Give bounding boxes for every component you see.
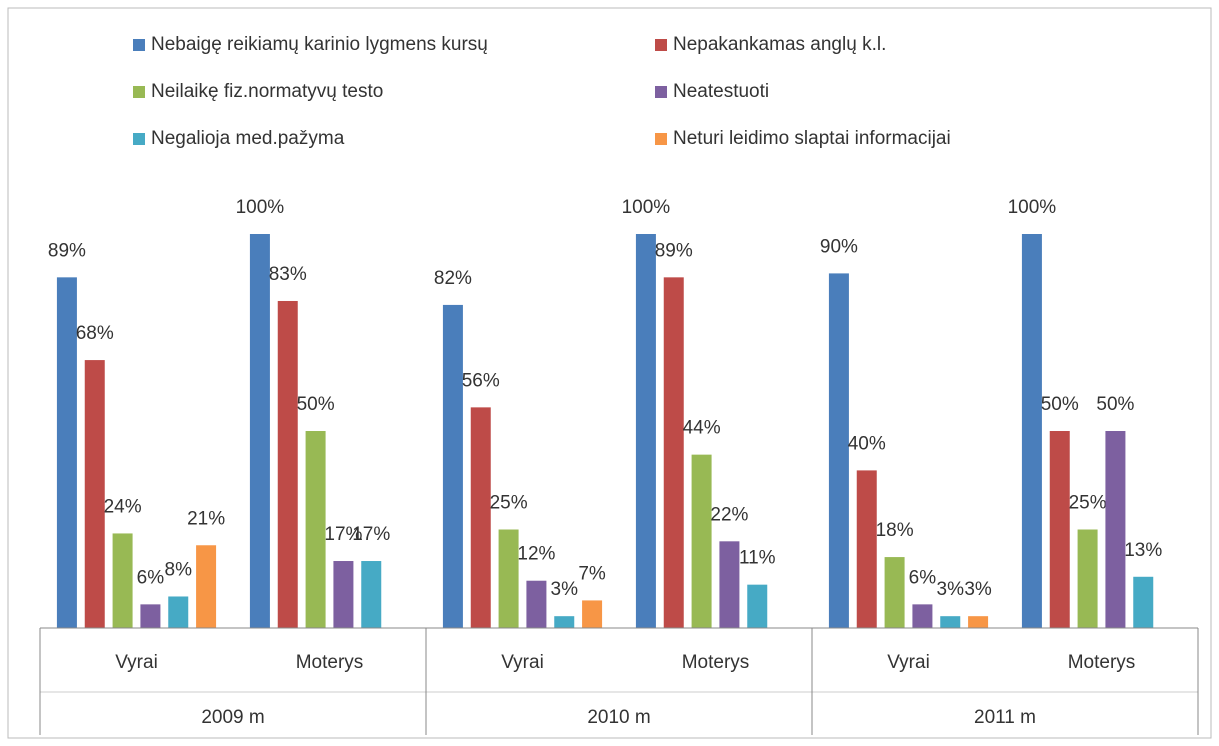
bar <box>1133 576 1154 628</box>
bar <box>940 616 961 628</box>
data-label: 17% <box>352 524 390 545</box>
data-label: 50% <box>1096 394 1134 415</box>
bar <box>691 454 712 628</box>
bar <box>554 616 575 628</box>
bar <box>1105 431 1126 628</box>
data-label: 89% <box>48 240 86 261</box>
group-label: 2010 m <box>587 707 650 728</box>
legend-label: Negalioja med.pažyma <box>151 128 345 149</box>
bar <box>168 596 189 628</box>
data-label: 50% <box>1041 394 1079 415</box>
x-tick-label: Vyrai <box>115 652 158 673</box>
data-label: 50% <box>297 394 335 415</box>
bar <box>582 600 603 628</box>
data-label: 40% <box>848 433 886 454</box>
data-label: 17% <box>324 524 362 545</box>
data-label: 24% <box>104 496 142 517</box>
data-label: 100% <box>236 197 285 218</box>
bar <box>1021 234 1042 628</box>
data-label: 13% <box>1124 540 1162 561</box>
bar <box>912 604 933 628</box>
bar <box>719 541 740 628</box>
bar <box>498 529 519 628</box>
bar <box>747 584 768 628</box>
legend-swatch <box>133 86 145 98</box>
bar <box>856 470 877 628</box>
bar <box>112 533 133 628</box>
bar <box>84 360 105 628</box>
data-label: 25% <box>490 493 528 514</box>
data-label: 22% <box>710 504 748 525</box>
bar <box>635 234 656 628</box>
bar <box>968 616 989 628</box>
data-label: 3% <box>551 579 579 600</box>
bar <box>663 277 684 628</box>
x-tick-label: Vyrai <box>887 652 930 673</box>
data-label: 6% <box>909 567 937 588</box>
bar <box>333 561 354 628</box>
data-label: 90% <box>820 236 858 257</box>
data-label: 82% <box>434 268 472 289</box>
bar <box>884 557 905 628</box>
data-label: 12% <box>517 544 555 565</box>
bar <box>277 300 298 628</box>
legend-label: Neilaikę fiz.normatyvų testo <box>151 81 383 102</box>
data-label: 11% <box>739 548 776 569</box>
legend-label: Neatestuoti <box>673 81 769 102</box>
data-label: 100% <box>622 197 671 218</box>
data-label: 89% <box>655 240 693 261</box>
data-label: 21% <box>187 508 225 529</box>
x-tick-label: Vyrai <box>501 652 544 673</box>
bar <box>361 561 382 628</box>
data-label: 3% <box>937 579 965 600</box>
bar <box>196 545 217 628</box>
bar <box>56 277 77 628</box>
legend-swatch <box>655 39 667 51</box>
data-label: 6% <box>137 567 165 588</box>
data-label: 56% <box>462 370 500 391</box>
legend-label: Neturi leidimo slaptai informacijai <box>673 128 951 149</box>
legend-label: Nebaigę reikiamų karinio lygmens kursų <box>151 34 488 55</box>
data-label: 25% <box>1069 493 1107 514</box>
bar <box>470 407 491 628</box>
data-label: 68% <box>76 323 114 344</box>
data-label: 44% <box>683 418 721 439</box>
bar <box>1077 529 1098 628</box>
data-label: 100% <box>1008 197 1057 218</box>
x-tick-label: Moterys <box>1068 652 1136 673</box>
bar <box>1049 431 1070 628</box>
legend-label: Nepakankamas anglų k.l. <box>673 34 886 55</box>
bar <box>828 273 849 628</box>
group-label: 2011 m <box>974 707 1036 728</box>
data-label: 83% <box>269 264 307 285</box>
legend-swatch <box>133 39 145 51</box>
x-tick-label: Moterys <box>296 652 364 673</box>
data-label: 3% <box>964 579 992 600</box>
legend-swatch <box>133 133 145 145</box>
bar <box>526 580 547 628</box>
legend-swatch <box>655 86 667 98</box>
data-label: 18% <box>876 520 914 541</box>
x-tick-label: Moterys <box>682 652 750 673</box>
bar <box>140 604 161 628</box>
data-label: 7% <box>578 563 606 584</box>
group-label: 2009 m <box>201 707 264 728</box>
bar <box>305 431 326 628</box>
bar <box>442 304 463 628</box>
data-label: 8% <box>165 559 193 580</box>
legend-swatch <box>655 133 667 145</box>
bar <box>249 234 270 628</box>
